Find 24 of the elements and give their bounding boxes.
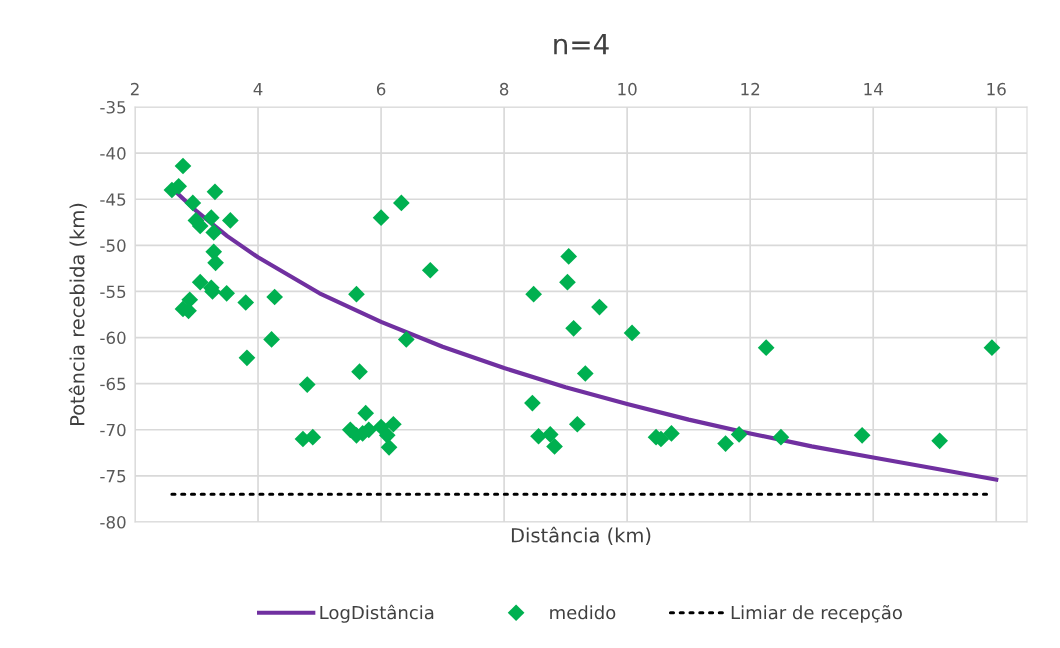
x-tick-label: 10 (618, 82, 637, 96)
y-tick-label: -50 (100, 239, 126, 252)
y-tick-label: -70 (100, 423, 126, 437)
legend-label: LogDistância (320, 604, 434, 623)
y-tick-label: -40 (100, 147, 126, 160)
x-tick-label: 4 (253, 83, 263, 96)
legend-label: medido (550, 605, 616, 620)
x-tick-label: 14 (864, 83, 883, 96)
y-tick-label: -60 (100, 331, 126, 345)
y-tick-label: -35 (100, 100, 126, 114)
x-tick-label: 12 (741, 82, 760, 96)
x-tick-label: 6 (376, 82, 386, 96)
x-tick-label: 2 (130, 82, 139, 96)
y-tick-label: -55 (100, 285, 126, 299)
legend-label: Limiar de recepção (731, 605, 902, 623)
y-tick-label: -65 (100, 377, 126, 391)
y-tick-label: -75 (100, 470, 126, 483)
y-axis-title: Potência recebida (km) (68, 203, 87, 425)
x-tick-label: 8 (499, 82, 509, 96)
y-tick-label: -45 (100, 193, 126, 206)
y-tick-label: -80 (100, 515, 126, 529)
x-axis-title: Distância (km) (511, 526, 651, 545)
chart-title: n=4 (554, 33, 609, 55)
x-tick-label: 16 (987, 82, 1006, 96)
